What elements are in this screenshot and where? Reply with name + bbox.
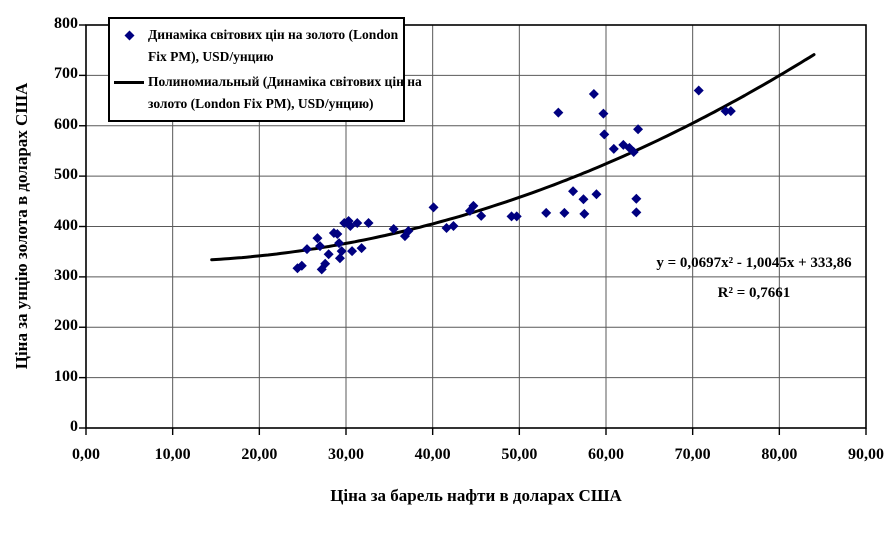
scatter-point: [356, 243, 367, 254]
scatter-point: [403, 226, 414, 237]
y-tick-label: 600: [54, 115, 78, 133]
x-tick-label: 10,00: [154, 446, 191, 463]
scatter-point: [598, 108, 609, 119]
scatter-point: [568, 186, 579, 197]
scatter-point: [559, 207, 570, 218]
scatter-point: [591, 189, 602, 200]
scatter-point: [579, 208, 590, 219]
scatter-point: [541, 207, 552, 218]
x-tick-label: 30,00: [328, 446, 364, 463]
scatter-point: [320, 258, 331, 269]
scatter-point: [631, 207, 642, 218]
scatter-point: [334, 238, 345, 249]
x-tick-label: 70,00: [674, 446, 711, 463]
y-tick-label: 700: [54, 65, 78, 83]
scatter-point: [448, 220, 459, 231]
trendline-icon: [110, 71, 148, 93]
scatter-point: [334, 253, 345, 264]
scatter-point: [302, 244, 312, 255]
trendline: [210, 53, 816, 262]
legend-item-trendline-label: Полиномиальный (Динаміка світових цін на…: [148, 71, 422, 115]
scatter-point: [428, 202, 439, 213]
y-axis-title: Ціна за унцію золота в доларах США: [12, 82, 31, 370]
legend: Динаміка світових цін на золото (London …: [108, 17, 422, 122]
scatter-point: [628, 146, 639, 157]
legend-item-trendline: Полиномиальный (Динаміка світових цін на…: [110, 71, 422, 115]
equation-formula: y = 0,0697x² - 1,0045x + 333,86: [656, 255, 852, 271]
scatter-point: [599, 129, 610, 140]
y-tick-label: 500: [54, 166, 78, 184]
scatter-point: [588, 89, 599, 100]
scatter-point: [693, 85, 704, 96]
scatter-point: [347, 246, 358, 257]
x-tick-label: 80,00: [761, 446, 798, 463]
scatter-point: [553, 107, 564, 118]
x-tick-label: 90,00: [848, 446, 884, 463]
legend-item-gold-label-line1: Динаміка світових цін на золото (London: [148, 27, 399, 42]
scatter-point: [608, 143, 619, 154]
scatter-point: [506, 211, 517, 222]
legend-item-gold-label: Динаміка світових цін на золото (London …: [148, 24, 398, 68]
scatter-point: [336, 246, 347, 257]
diamond-icon: [110, 24, 148, 46]
scatter-point: [388, 224, 399, 235]
legend-item-gold-label-line2: Fix PM), USD/унцию: [148, 49, 274, 64]
y-tick-label: 0: [70, 418, 78, 435]
y-tick-label: 200: [54, 317, 78, 335]
scatter-point: [476, 210, 487, 221]
y-tick-label: 100: [54, 367, 78, 385]
scatter-point: [312, 233, 323, 244]
scatter-point: [315, 241, 325, 252]
scatter-point: [332, 229, 343, 240]
scatter-point: [578, 194, 589, 205]
x-tick-label: 50,00: [501, 446, 538, 463]
scatter-point: [511, 211, 522, 222]
legend-item-trendline-label-line1: Полиномиальный (Динаміка світових цін на: [148, 74, 422, 89]
x-tick-label: 20,00: [241, 446, 278, 463]
scatter-point: [323, 249, 334, 260]
scatter-point: [296, 260, 307, 271]
y-tick-label: 800: [54, 15, 78, 32]
x-tick-label: 40,00: [414, 446, 451, 463]
scatter-point: [633, 124, 644, 135]
legend-item-trendline-label-line2: золото (London Fix PM), USD/унцию): [148, 96, 374, 111]
trendline-equation: y = 0,0697x² - 1,0045x + 333,86 R² = 0,7…: [628, 248, 880, 308]
equation-r-squared: R² = 0,7661: [717, 285, 791, 301]
x-axis-title: Ціна за барель нафти в доларах США: [330, 486, 622, 505]
scatter-point: [725, 106, 736, 117]
scatter-point: [363, 217, 374, 228]
legend-item-gold-series: Динаміка світових цін на золото (London …: [110, 24, 401, 68]
x-tick-label: 0,00: [72, 446, 100, 463]
scatter-point: [631, 193, 642, 204]
y-tick-label: 400: [54, 216, 78, 234]
scatter-point: [720, 106, 731, 117]
y-tick-label: 300: [54, 266, 78, 284]
scatter-point: [468, 200, 479, 211]
scatter-point: [352, 217, 363, 228]
x-tick-label: 60,00: [588, 446, 624, 463]
